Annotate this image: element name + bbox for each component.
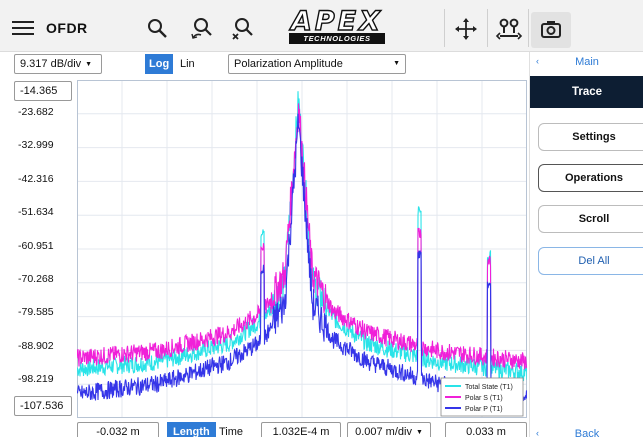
zoom-reset-icon[interactable] — [228, 14, 258, 44]
legend-label: Total State (T1) — [465, 384, 513, 391]
y-tick-label: -88.902 — [18, 339, 54, 352]
camera-icon[interactable] — [531, 12, 571, 48]
legend-label: Polar S (T1) — [465, 395, 503, 402]
x-end-input[interactable]: 0.033 m — [445, 422, 527, 437]
scroll-button[interactable]: Scroll — [538, 205, 643, 233]
back-link[interactable]: Back — [574, 428, 600, 437]
y-tick-label: -79.585 — [18, 306, 54, 319]
legend-label: Polar P (T1) — [465, 406, 503, 413]
top-toolbar: OFDR APEX TECHNOLOGIES — [0, 0, 643, 52]
chevron-left-icon[interactable]: ‹ — [536, 428, 539, 437]
move-arrows-icon[interactable] — [451, 14, 481, 44]
chevron-down-icon: ▼ — [85, 61, 93, 68]
x-center-input[interactable]: 1.032E-4 m — [261, 422, 341, 437]
settings-button[interactable]: Settings — [538, 123, 643, 151]
toolbar-divider — [487, 9, 488, 47]
length-tab[interactable]: Length — [167, 422, 216, 437]
main-menu-link[interactable]: Main — [575, 56, 599, 68]
y-tick-label: -51.634 — [18, 206, 54, 219]
side-menu-panel: ‹ Main Trace Settings Operations Scroll … — [529, 52, 643, 437]
side-panel-footer: ‹ Back — [530, 426, 643, 437]
toolbar-divider — [528, 9, 529, 47]
y-tick-label: -23.682 — [18, 106, 54, 118]
app-title: OFDR — [46, 20, 88, 36]
ofdr-trace-plot[interactable]: Total State (T1) Polar S (T1) Polar P (T1) — [77, 80, 527, 418]
display-mode-select[interactable]: Polarization Amplitude ▼ — [228, 54, 406, 74]
apex-logo: APEX TECHNOLOGIES — [287, 5, 423, 46]
zoom-icon[interactable] — [143, 14, 173, 44]
markers-icon[interactable] — [494, 14, 524, 44]
side-panel-header: ‹ Main — [530, 52, 643, 74]
operations-button[interactable]: Operations — [538, 164, 643, 192]
zoom-undo-icon[interactable] — [187, 14, 217, 44]
chevron-down-icon: ▼ — [415, 429, 423, 436]
y-tick-label: -60.951 — [18, 239, 54, 252]
toolbar-divider — [444, 9, 445, 47]
x-scale-select[interactable]: 0.007 m/div ▼ — [347, 422, 431, 437]
y-tick-label: -32.999 — [18, 139, 54, 152]
delete-all-button[interactable]: Del All — [538, 247, 643, 275]
y-tick-label: -70.268 — [18, 273, 54, 285]
log-toggle[interactable]: Log — [145, 54, 174, 74]
y-tick-label: -98.219 — [18, 373, 54, 386]
chevron-left-icon[interactable]: ‹ — [536, 56, 539, 66]
y-max-input[interactable]: -14.365 — [14, 81, 72, 101]
chevron-down-icon: ▼ — [393, 60, 400, 67]
scale-per-div-select[interactable]: 9.317 dB/div ▼ — [14, 54, 102, 74]
y-min-input[interactable]: -107.536 — [14, 396, 72, 416]
x-start-input[interactable]: -0.032 m — [77, 422, 159, 437]
lin-toggle[interactable]: Lin — [180, 58, 195, 70]
plot-frame — [77, 80, 527, 418]
y-tick-label: -42.316 — [18, 172, 54, 185]
time-tab[interactable]: Time — [219, 426, 244, 437]
hamburger-menu-icon[interactable] — [12, 21, 34, 35]
trace-line-1 — [77, 103, 527, 370]
trace-menu-active[interactable]: Trace — [530, 76, 643, 108]
